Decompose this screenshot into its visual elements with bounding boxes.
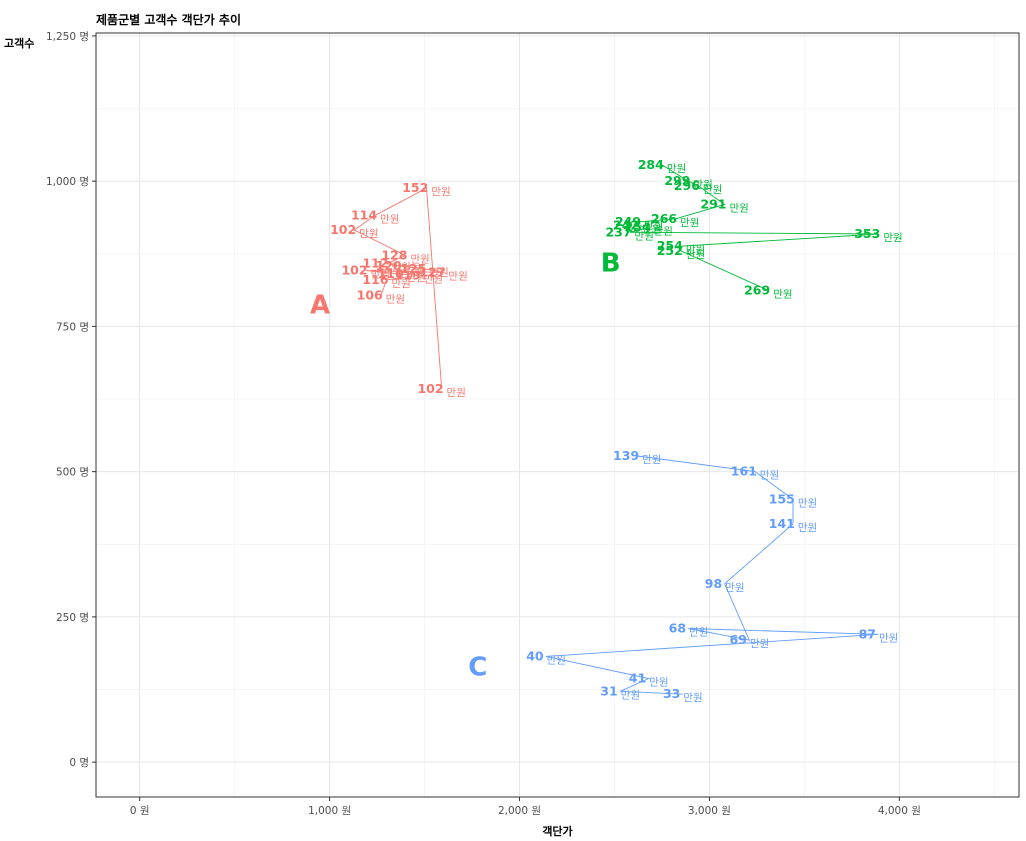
data-point-label: 40 만원 bbox=[526, 648, 566, 666]
data-point-label: 141 만원 bbox=[769, 516, 817, 534]
data-point-label: 254 만원 bbox=[624, 220, 672, 238]
data-point-label: 116 만원 bbox=[362, 272, 410, 290]
y-axis: 0 명 250 명 500 명 750 명 1,000 명 1,250 명 bbox=[46, 31, 96, 769]
y-tick-label: 500 명 bbox=[56, 467, 89, 479]
data-point-label: 102 만원 bbox=[330, 222, 378, 240]
data-point-label: 252 만원 bbox=[657, 243, 705, 261]
data-point-label: 139 만원 bbox=[613, 448, 661, 466]
data-point-label: 127 만원 bbox=[419, 264, 467, 282]
data-point-label: 106 만원 bbox=[357, 288, 405, 306]
panel-border bbox=[95, 32, 1020, 798]
data-point-label: 152 만원 bbox=[402, 180, 450, 198]
data-point-label: 102 만원 bbox=[417, 381, 465, 399]
series-group-c: 139 만원 161 만원 155 만원 141 만원 98 만원 69 만원 68 만원 87 만원 40 만원… bbox=[468, 448, 898, 704]
data-point-label: 102 만원 bbox=[341, 263, 389, 281]
x-axis: 0 원 1,000 원 2,000 원 3,000 원 4,000 원 bbox=[130, 797, 921, 817]
data-point-label: 41 만원 bbox=[629, 670, 669, 688]
y-tick-label: 1,000 명 bbox=[46, 176, 89, 188]
series-path-b bbox=[629, 164, 879, 291]
data-point-label: 353 만원 bbox=[854, 226, 902, 244]
chart-title: 제품군별 고객수 객단가 추이 bbox=[96, 12, 241, 27]
data-point-label: 266 만원 bbox=[651, 211, 699, 229]
data-point-label: 242 만원 bbox=[613, 217, 661, 235]
data-point-label: 87 만원 bbox=[859, 626, 899, 644]
x-tick-label: 3,000 원 bbox=[688, 805, 731, 817]
data-point-label: 269 만원 bbox=[744, 282, 792, 300]
data-point-label: 125 만원 bbox=[400, 261, 448, 279]
data-point-label: 120 만원 bbox=[376, 258, 424, 276]
series-path-c bbox=[546, 455, 879, 695]
series-path-a bbox=[353, 187, 444, 390]
x-tick-label: 4,000 원 bbox=[878, 805, 921, 817]
data-point-label: 114 만원 bbox=[351, 207, 399, 225]
group-label-b: B bbox=[601, 248, 621, 278]
panel-background bbox=[96, 33, 1019, 797]
y-tick-label: 1,250 명 bbox=[46, 31, 89, 43]
data-point-label: 98 만원 bbox=[705, 576, 745, 594]
data-point-label: 249 만원 bbox=[615, 214, 663, 232]
data-point-label: 237 만원 bbox=[605, 224, 653, 242]
x-tick-label: 2,000 원 bbox=[498, 805, 541, 817]
data-point-label: 110 만원 bbox=[378, 266, 426, 284]
data-point-label: 155 만원 bbox=[769, 492, 817, 510]
x-tick-label: 1,000 원 bbox=[308, 805, 351, 817]
data-point-label: 296 만원 bbox=[674, 178, 722, 196]
x-axis-title: 객단가 bbox=[542, 824, 572, 838]
data-point-label: 68 만원 bbox=[669, 621, 709, 639]
data-point-label: 31 만원 bbox=[600, 683, 640, 701]
data-point-label: 128 만원 bbox=[381, 248, 429, 266]
data-point-label: 161 만원 bbox=[731, 464, 779, 482]
y-tick-label: 750 명 bbox=[56, 321, 89, 333]
data-point-label: 299 만원 bbox=[664, 173, 712, 191]
data-point-label: 69 만원 bbox=[729, 632, 769, 650]
group-label-a: A bbox=[310, 290, 330, 320]
grid-minor bbox=[96, 33, 1019, 797]
data-point-label: 119 만원 bbox=[395, 267, 443, 285]
group-label-c: C bbox=[468, 652, 487, 682]
data-point-label: 291 만원 bbox=[700, 196, 748, 214]
data-point-label: 254 만원 bbox=[657, 238, 705, 256]
grid-major bbox=[96, 33, 1019, 797]
data-point-label: 33 만원 bbox=[663, 686, 703, 704]
y-tick-label: 0 명 bbox=[69, 757, 89, 769]
data-point-label: 112 만원 bbox=[362, 256, 410, 274]
data-point-label: 284 만원 bbox=[638, 157, 686, 175]
y-axis-title: 고객수 bbox=[4, 36, 34, 50]
x-tick-label: 0 원 bbox=[130, 805, 150, 817]
y-tick-label: 250 명 bbox=[56, 612, 89, 624]
